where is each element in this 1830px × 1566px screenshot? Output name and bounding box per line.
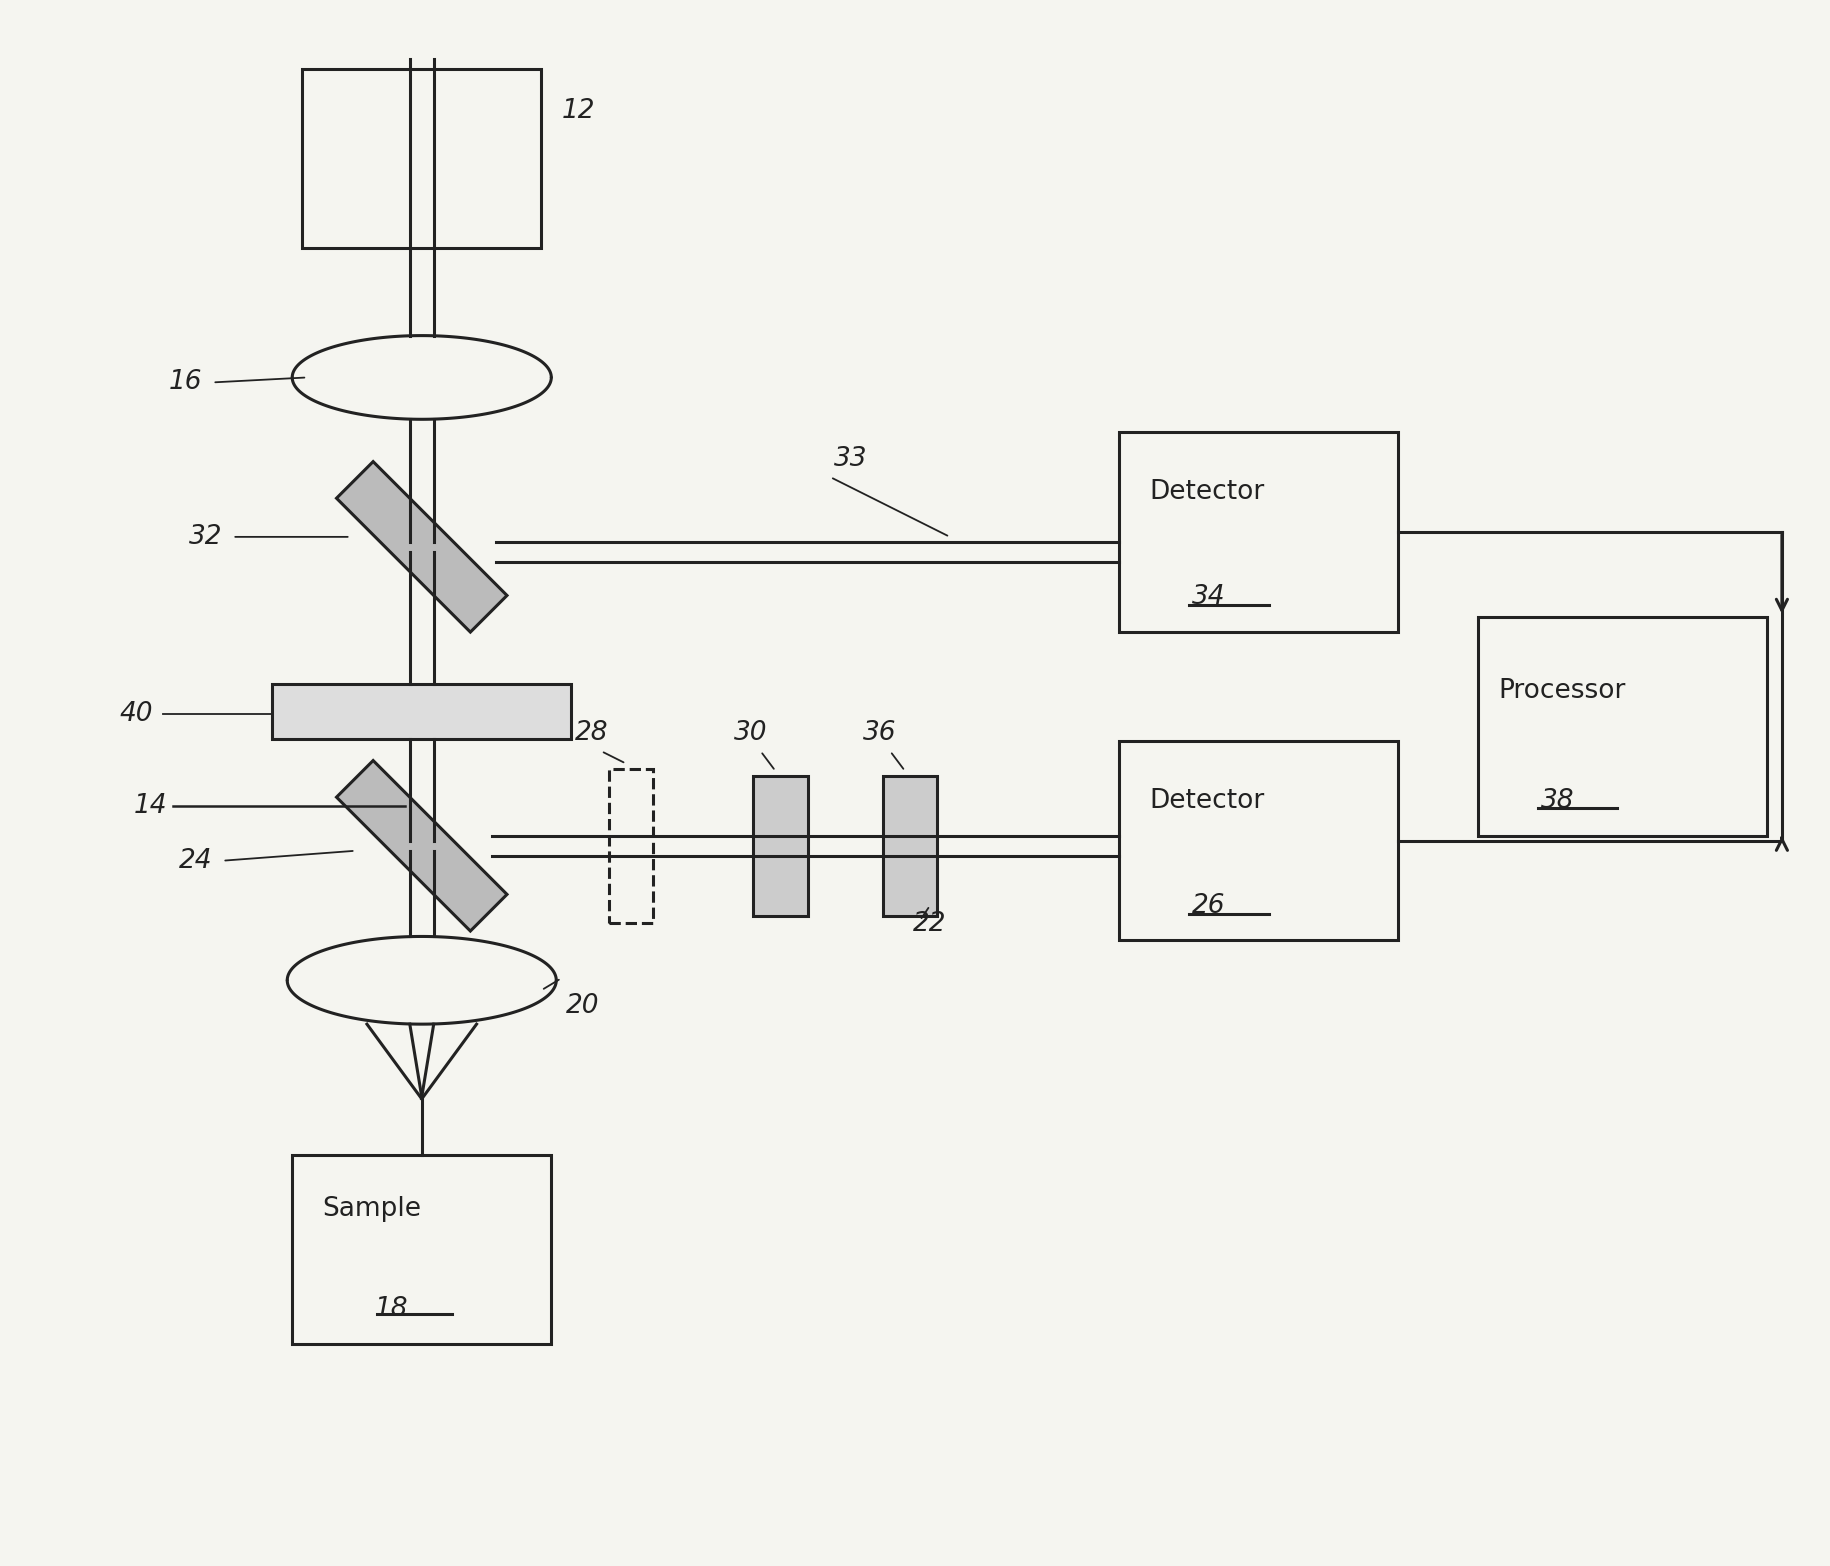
Text: 40: 40 bbox=[119, 702, 152, 727]
Bar bbox=[882, 777, 937, 916]
Text: 30: 30 bbox=[734, 720, 767, 745]
Bar bbox=[1479, 617, 1768, 836]
Text: 12: 12 bbox=[562, 99, 595, 124]
Text: Sample: Sample bbox=[322, 1196, 421, 1223]
Bar bbox=[754, 777, 807, 916]
Bar bbox=[302, 69, 542, 247]
Text: 18: 18 bbox=[375, 1297, 408, 1322]
Text: Detector: Detector bbox=[1149, 479, 1265, 506]
Bar bbox=[1120, 432, 1398, 631]
Text: 36: 36 bbox=[864, 720, 897, 745]
Bar bbox=[293, 1154, 551, 1344]
Text: 32: 32 bbox=[188, 525, 223, 550]
Bar bbox=[273, 684, 571, 739]
Text: 22: 22 bbox=[913, 910, 946, 936]
Text: 38: 38 bbox=[1541, 788, 1574, 814]
Text: 33: 33 bbox=[833, 446, 867, 471]
Text: 16: 16 bbox=[168, 370, 203, 396]
Text: Detector: Detector bbox=[1149, 788, 1265, 814]
Text: 20: 20 bbox=[565, 993, 600, 1019]
Bar bbox=[609, 769, 653, 922]
Text: 14: 14 bbox=[134, 792, 168, 819]
Text: Processor: Processor bbox=[1499, 678, 1625, 705]
Text: 34: 34 bbox=[1191, 584, 1226, 609]
Polygon shape bbox=[337, 761, 507, 932]
Bar bbox=[1120, 741, 1398, 941]
Text: 24: 24 bbox=[179, 847, 212, 874]
Text: 26: 26 bbox=[1191, 893, 1226, 919]
Text: 28: 28 bbox=[575, 720, 608, 745]
Polygon shape bbox=[337, 462, 507, 633]
